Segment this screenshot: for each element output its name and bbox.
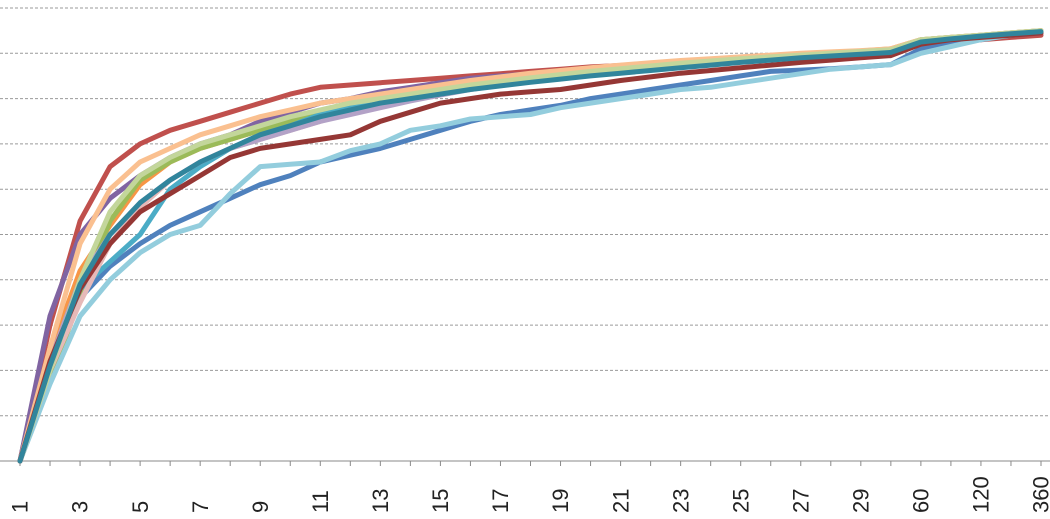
x-tick-label: 60 (909, 489, 934, 513)
series-lines (17, 28, 1044, 464)
x-tick-label: 3 (68, 501, 93, 513)
series-line-5 (17, 28, 1044, 464)
x-axis-tick-labels: 1 3 5 7 9 11 13 15 17 19 21 23 25 27 29 60 120 360 (8, 476, 1050, 513)
x-tick-label: 120 (969, 476, 994, 513)
x-tick-label: 5 (128, 501, 153, 513)
x-tick-label: 13 (368, 489, 393, 513)
series-line-3 (17, 30, 1044, 464)
x-tick-label: 19 (548, 489, 573, 513)
x-tick-label: 17 (488, 489, 513, 513)
x-tick-label: 11 (308, 490, 333, 513)
series-line-2 (17, 28, 1044, 464)
x-tick-label: 1 (8, 501, 33, 513)
x-tick-label: 9 (248, 501, 273, 513)
series-line-9 (17, 29, 1044, 464)
series-line-12 (17, 30, 1044, 464)
x-tick-label: 23 (668, 489, 693, 513)
x-tick-label: 29 (849, 489, 874, 513)
x-tick-label: 27 (788, 489, 813, 513)
series-line-11 (17, 28, 1044, 464)
x-tick-label: 25 (728, 489, 753, 513)
series-line-4 (17, 28, 1044, 464)
series-line-10 (17, 28, 1044, 464)
x-tick-label: 7 (188, 501, 213, 513)
series-line-13 (17, 29, 1044, 464)
x-tick-label: 21 (608, 489, 633, 513)
x-tick-label: 15 (428, 489, 453, 513)
series-line-8 (17, 29, 1044, 464)
x-tick-label: 360 (1029, 476, 1050, 513)
series-line-6 (17, 29, 1044, 464)
series-line-7 (17, 29, 1044, 464)
